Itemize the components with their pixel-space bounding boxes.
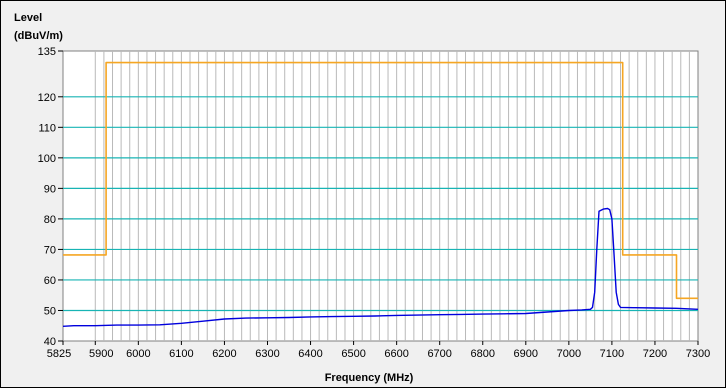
x-axis-title: Frequency (MHz)	[325, 372, 414, 384]
y-tick-label: 80	[44, 214, 56, 226]
x-tick-label: 5900	[89, 348, 113, 360]
measurement-trace	[62, 207, 699, 327]
x-tick-label: 7300	[686, 348, 710, 360]
x-tick-label: 6500	[341, 348, 365, 360]
y-tick-label: 90	[44, 183, 56, 195]
x-tick-label: 7000	[557, 348, 581, 360]
y-axis-title-line1: Level	[14, 12, 42, 24]
x-tick-label: 7200	[643, 348, 667, 360]
y-tick-label: 120	[38, 92, 56, 104]
tick-labels: 5825 5900 6000 6100 6200 6300 6400 6500 6600 6700…	[38, 46, 711, 360]
x-tick-label: 6000	[126, 348, 150, 360]
y-tick-label: 50	[44, 305, 56, 317]
series-layer	[62, 61, 699, 327]
x-tick-label: 6200	[212, 348, 236, 360]
plot-area	[62, 50, 699, 342]
y-axis-title-line2: (dBuV/m)	[14, 30, 63, 42]
major-gridlines	[63, 96, 698, 312]
x-tick-label: 7100	[600, 348, 624, 360]
y-tick-label: 40	[44, 336, 56, 348]
y-tick-label: 110	[38, 122, 56, 134]
y-tick-label: 100	[38, 153, 56, 165]
x-tick-label: 6100	[169, 348, 193, 360]
x-tick-label: 6400	[298, 348, 322, 360]
x-tick-label: 6900	[514, 348, 538, 360]
y-tick-label: 70	[44, 244, 56, 256]
y-tick-label: 135	[38, 46, 56, 58]
x-tick-label: 6600	[384, 348, 408, 360]
x-tick-label: 6800	[471, 348, 495, 360]
x-tick-label: 6300	[255, 348, 279, 360]
x-tick-label: 5825	[47, 348, 71, 360]
x-tick-label: 6700	[427, 348, 451, 360]
tick-marks	[58, 50, 699, 345]
limit-line	[63, 61, 698, 300]
y-tick-label: 60	[44, 275, 56, 287]
